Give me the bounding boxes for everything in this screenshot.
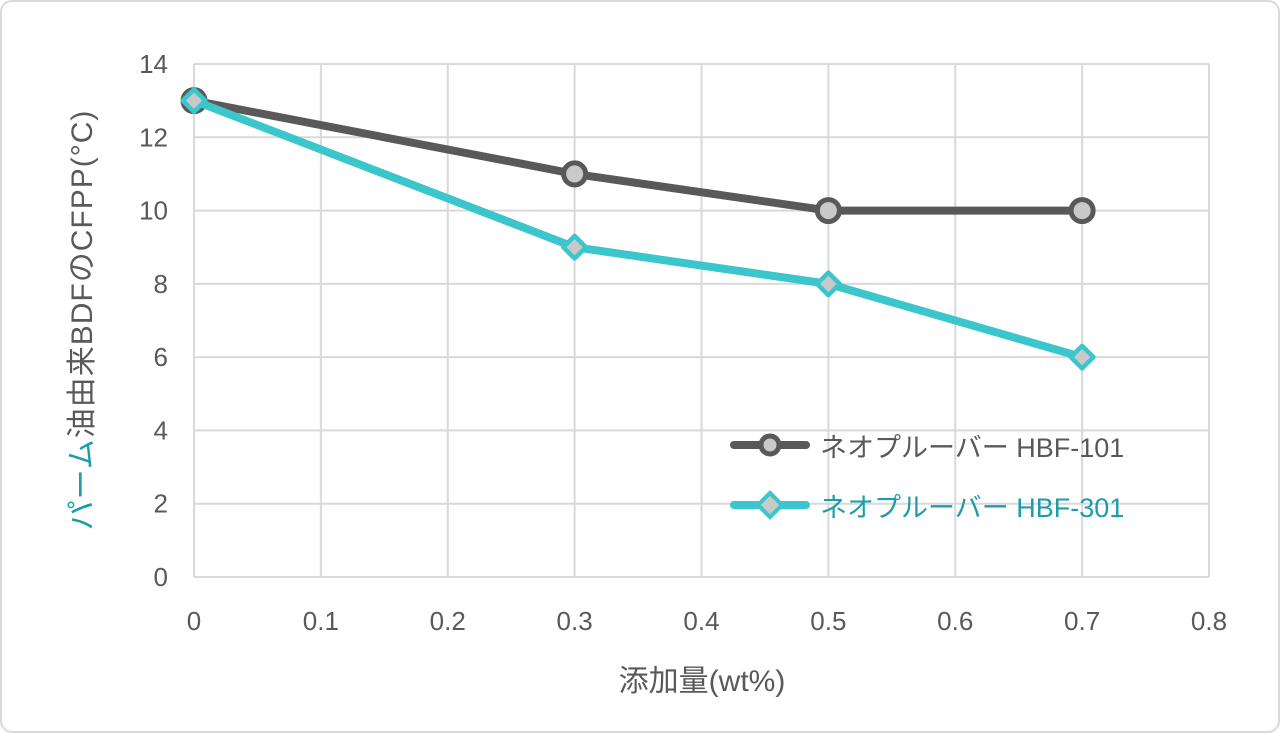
legend-item-hbf-301: ネオプルーバー HBF-301: [730, 487, 1124, 523]
data-point-diamond: [561, 233, 589, 261]
x-tick-label: 0.7: [1064, 606, 1100, 636]
data-point-diamond: [1068, 343, 1096, 371]
x-tick-label: 0.4: [683, 606, 719, 636]
legend-line-sample-hbf-101: [730, 430, 810, 460]
x-tick-label: 0.6: [937, 606, 973, 636]
y-tick-label: 6: [154, 342, 168, 372]
y-tick-label: 8: [154, 269, 168, 299]
circle-marker-icon: [758, 433, 782, 457]
data-point-diamond: [180, 87, 208, 115]
x-tick-label: 0.3: [557, 606, 593, 636]
y-tick-label: 0: [154, 562, 168, 592]
x-axis-title: 添加量(wt%): [618, 665, 786, 698]
x-tick-label: 0.8: [1191, 606, 1227, 636]
diamond-marker-icon: [755, 490, 785, 520]
x-tick-label: 0.1: [303, 606, 339, 636]
series-line-0: [190, 96, 1087, 215]
series-line-1: [190, 96, 1087, 362]
legend-item-hbf-101: ネオプルーバー HBF-101: [730, 427, 1124, 463]
x-tick-label: 0.2: [430, 606, 466, 636]
y-tick-label: 10: [139, 196, 168, 226]
y-axis-title-rest: 油由来BDFのCFPP(°C): [66, 109, 99, 439]
y-tick-label: 14: [139, 49, 168, 79]
data-point-circle: [561, 160, 589, 188]
x-tick-label: 0: [187, 606, 201, 636]
legend-label-hbf-301: ネオプルーバー HBF-301: [820, 492, 1125, 523]
legend-line-sample-hbf-301: [730, 490, 810, 520]
y-tick-label: 4: [154, 415, 168, 445]
y-tick-label: 2: [154, 489, 168, 519]
x-tick-label: 0.5: [810, 606, 846, 636]
data-point-diamond: [814, 270, 842, 298]
data-point-circle: [1068, 197, 1096, 225]
legend: ネオプルーバー HBF-101 ネオプルーバー HBF-301: [730, 427, 1124, 523]
y-axis-title: パーム油由来BDFのCFPP(°C): [57, 110, 101, 531]
y-axis-title-highlight: パーム: [66, 438, 99, 531]
y-tick-label: 12: [139, 122, 168, 152]
legend-label-hbf-101: ネオプルーバー HBF-101: [820, 432, 1125, 463]
data-point-circle: [814, 197, 842, 225]
